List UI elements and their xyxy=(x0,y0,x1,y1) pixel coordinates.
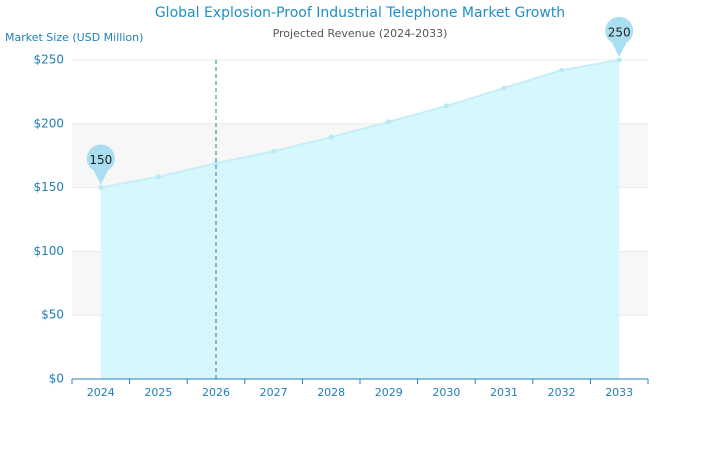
point xyxy=(213,160,219,166)
y-tick-label: $100 xyxy=(33,244,64,258)
pin-label: 150 xyxy=(89,153,112,167)
y-tick-label: $0 xyxy=(49,372,64,386)
chart-subtitle: Projected Revenue (2024-2033) xyxy=(273,27,448,40)
y-tick-label: $50 xyxy=(41,308,64,322)
point xyxy=(501,85,507,91)
y-tick-label: $250 xyxy=(33,53,64,67)
x-tick-label: 2024 xyxy=(87,386,115,399)
point xyxy=(155,174,161,180)
y-tick-label: $150 xyxy=(33,180,64,194)
pin-label: 250 xyxy=(608,26,631,40)
area xyxy=(100,60,620,379)
x-tick-label: 2030 xyxy=(432,386,460,399)
x-tick-label: 2028 xyxy=(317,386,345,399)
point xyxy=(443,103,449,109)
x-tick-label: 2032 xyxy=(548,386,576,399)
point xyxy=(559,67,565,73)
x-tick-label: 2026 xyxy=(202,386,230,399)
point xyxy=(271,148,277,154)
y-tick-label: $200 xyxy=(33,116,64,130)
point xyxy=(386,119,392,125)
line xyxy=(100,59,620,189)
pin xyxy=(605,16,634,57)
y-axis-label: Market Size (USD Million) xyxy=(5,31,143,44)
x-tick-label: 2033 xyxy=(605,386,633,399)
x-tick-label: 2029 xyxy=(375,386,403,399)
x-tick-label: 2025 xyxy=(144,386,172,399)
x-tick-label: 2031 xyxy=(490,386,518,399)
x-tick-label: 2027 xyxy=(260,386,288,399)
point xyxy=(328,134,334,140)
point xyxy=(616,57,622,63)
chart-title: Global Explosion-Proof Industrial Teleph… xyxy=(155,5,565,21)
pin xyxy=(86,144,115,185)
point xyxy=(98,185,104,191)
